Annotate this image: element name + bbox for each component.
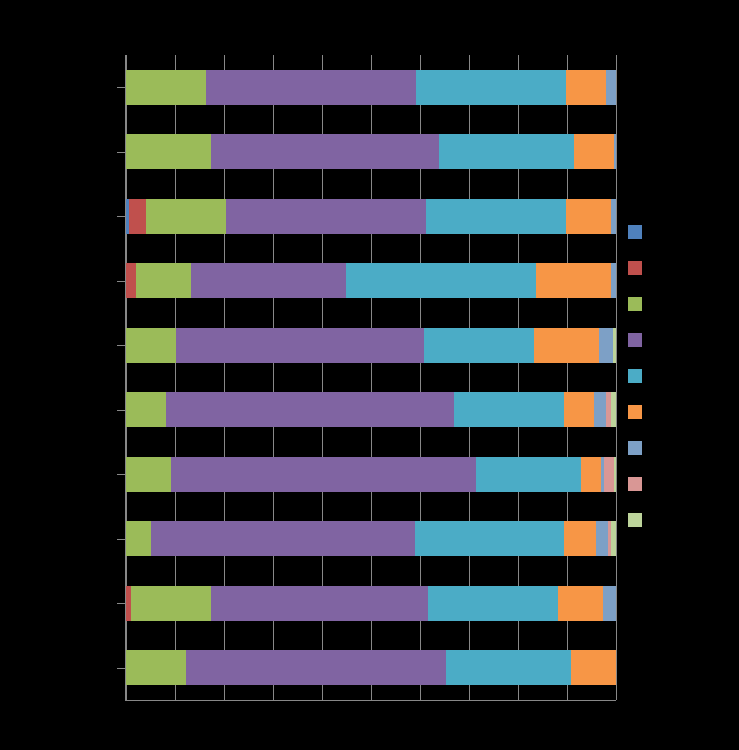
bar-segment — [136, 263, 191, 298]
y-tick — [117, 603, 125, 604]
legend-swatch — [628, 513, 642, 527]
legend-item: s9 — [628, 513, 660, 527]
bar-segment — [613, 328, 615, 363]
bar-segment — [211, 586, 427, 621]
bar-row — [126, 134, 616, 169]
bar-segment — [126, 650, 186, 685]
bar-segment — [211, 134, 440, 169]
bar-segment — [611, 521, 616, 556]
bar-segment — [126, 521, 151, 556]
bar-segment — [603, 586, 616, 621]
y-tick — [117, 474, 125, 475]
bar-segment — [476, 457, 581, 492]
bar-segment — [176, 328, 425, 363]
bar-segment — [611, 392, 616, 427]
legend-swatch — [628, 333, 642, 347]
bar-segment — [151, 521, 415, 556]
bar-segment — [424, 328, 533, 363]
legend-item: s6 — [628, 405, 660, 419]
y-tick — [117, 152, 125, 153]
bar-segment — [564, 392, 594, 427]
y-tick — [117, 87, 125, 88]
legend-item: s7 — [628, 441, 660, 455]
bar-segment — [129, 199, 147, 234]
bar-segment — [186, 650, 446, 685]
gridline — [616, 55, 617, 700]
bar-segment — [614, 457, 617, 492]
bar-segment — [126, 70, 206, 105]
bar-row — [126, 521, 616, 556]
bar-row — [126, 457, 616, 492]
legend-swatch — [628, 261, 642, 275]
bar-segment — [596, 521, 608, 556]
bar-segment — [146, 199, 226, 234]
bar-segment — [611, 199, 616, 234]
y-tick — [117, 345, 125, 346]
legend-swatch — [628, 405, 642, 419]
stacked-bar-chart: s1s2s3s4s5s6s7s8s9 c1c2c3c4c5c6c7c8c9c10… — [0, 0, 739, 750]
bar-segment — [536, 263, 611, 298]
bar-segment — [191, 263, 346, 298]
bar-row — [126, 650, 616, 685]
legend-item: s3 — [628, 297, 660, 311]
bar-segment — [571, 650, 616, 685]
plot-area — [125, 55, 616, 701]
bar-segment — [564, 521, 596, 556]
bar-segment — [581, 457, 601, 492]
bar-segment — [599, 328, 614, 363]
y-tick — [117, 668, 125, 669]
bar-segment — [439, 134, 573, 169]
legend-item: s8 — [628, 477, 660, 491]
bar-row — [126, 586, 616, 621]
bar-segment — [346, 263, 536, 298]
bar-row — [126, 70, 616, 105]
bar-segment — [606, 70, 616, 105]
bar-segment — [166, 392, 455, 427]
y-tick — [117, 216, 125, 217]
y-tick — [117, 281, 125, 282]
bar-segment — [558, 586, 603, 621]
bar-segment — [226, 199, 426, 234]
legend: s1 s2 s3 s4 s5 s6 s7 s8 s9 — [628, 225, 660, 527]
bar-segment — [126, 263, 136, 298]
y-tick — [117, 539, 125, 540]
bar-segment — [534, 328, 599, 363]
bar-row — [126, 199, 616, 234]
bar-segment — [611, 263, 616, 298]
legend-item: s2 — [628, 261, 660, 275]
legend-swatch — [628, 225, 642, 239]
legend-item: s1 — [628, 225, 660, 239]
bar-segment — [126, 134, 211, 169]
bar-segment — [416, 70, 566, 105]
y-tick — [117, 410, 125, 411]
bar-segment — [131, 586, 211, 621]
bar-segment — [428, 586, 559, 621]
bar-segment — [614, 134, 616, 169]
bar-segment — [126, 328, 176, 363]
legend-swatch — [628, 477, 642, 491]
bar-segment — [566, 70, 606, 105]
bar-segment — [415, 521, 564, 556]
legend-swatch — [628, 441, 642, 455]
bar-segment — [594, 392, 606, 427]
legend-item: s5 — [628, 369, 660, 383]
bar-row — [126, 392, 616, 427]
legend-swatch — [628, 297, 642, 311]
bar-segment — [454, 392, 563, 427]
bar-segment — [206, 70, 416, 105]
bar-row — [126, 263, 616, 298]
bar-segment — [126, 392, 166, 427]
bar-row — [126, 328, 616, 363]
bar-segment — [171, 457, 476, 492]
legend-swatch — [628, 369, 642, 383]
bar-segment — [126, 457, 171, 492]
bar-segment — [566, 199, 611, 234]
bar-segment — [426, 199, 566, 234]
bar-segment — [446, 650, 571, 685]
bar-segment — [574, 134, 614, 169]
bar-segment — [604, 457, 614, 492]
legend-item: s4 — [628, 333, 660, 347]
